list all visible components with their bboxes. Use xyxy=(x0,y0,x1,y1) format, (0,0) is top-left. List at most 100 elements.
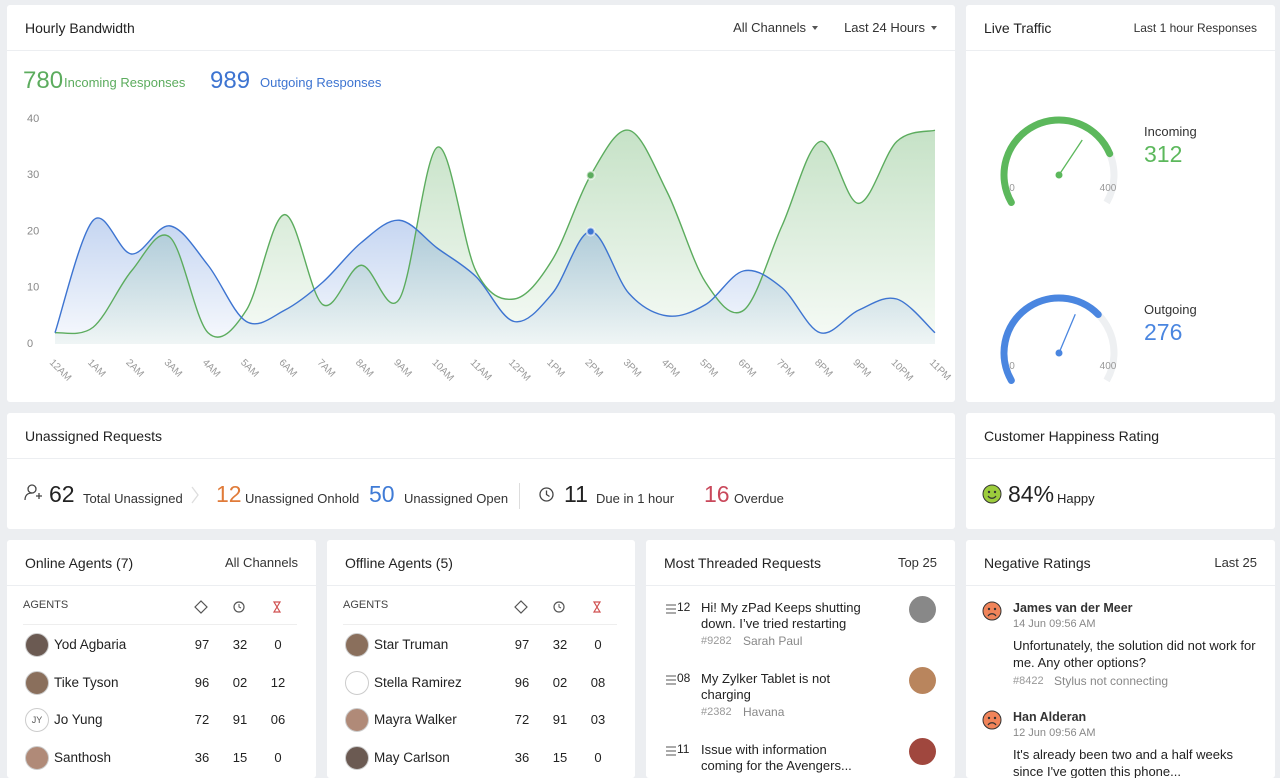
rating-text: Unfortunately, the solution did not work… xyxy=(1013,638,1256,670)
avatar xyxy=(25,670,49,695)
x-tick-label: 7AM xyxy=(315,357,337,379)
filter[interactable]: Last 1 hour Responses xyxy=(1133,20,1257,35)
panel-title: Most Threaded Requests xyxy=(664,554,821,571)
agent-stat: 72 xyxy=(194,712,210,727)
filter[interactable]: Last 25 xyxy=(1214,555,1257,570)
avatar xyxy=(345,708,369,732)
live-traffic-panel: Live Traffic Last 1 hour Responses 0 400 In… xyxy=(966,5,1275,402)
x-tick-label: 12AM xyxy=(47,357,73,383)
thread-subject: Issue with information coming for the Av… xyxy=(701,742,852,773)
panel-header: Offline Agents (5) xyxy=(327,540,635,586)
panel-title: Offline Agents (5) xyxy=(345,554,453,571)
x-tick-label: 11AM xyxy=(468,357,494,383)
agent-name: May Carlson xyxy=(374,749,450,765)
panel-header: Online Agents (7) All Channels xyxy=(7,540,316,586)
agent-name: Star Truman xyxy=(374,637,449,652)
gauge-label: Incoming xyxy=(1144,124,1197,139)
agent-stat: 0 xyxy=(274,749,282,765)
rating-date: 12 Jun 09:56 AM xyxy=(1013,727,1096,739)
rating-label: Happy xyxy=(1057,491,1095,506)
agent-stat: 72 xyxy=(514,712,530,727)
column-header: AGENTS xyxy=(23,599,69,611)
y-tick-label: 40 xyxy=(27,113,39,125)
agent-stat: 15 xyxy=(552,749,568,765)
y-tick-label: 30 xyxy=(27,169,39,181)
gauge-max: 400 xyxy=(1100,361,1117,372)
agent-stat: 06 xyxy=(270,712,286,727)
clock-icon xyxy=(539,487,554,502)
agent-stat: 91 xyxy=(552,712,568,727)
agent-name: Stella Ramirez xyxy=(374,674,462,690)
panel-header: Most Threaded Requests Top 25 xyxy=(646,540,955,586)
area xyxy=(55,130,935,344)
highlight-point xyxy=(585,170,596,181)
column-header: AGENTS xyxy=(343,599,389,611)
ticket-id: #9282 xyxy=(701,635,732,647)
panel-title: Online Agents (7) xyxy=(25,554,134,571)
filter[interactable]: Last 24 Hours xyxy=(844,20,937,35)
agent-name: Santhosh xyxy=(54,749,112,765)
agent-stat: 12 xyxy=(270,674,286,690)
agent-stat: 36 xyxy=(514,749,530,765)
gauge-number: 312 xyxy=(1144,141,1182,167)
avatar xyxy=(909,667,936,694)
panel-title: Customer Happiness Rating xyxy=(984,427,1160,444)
agent-stat: 97 xyxy=(514,637,530,652)
legend-label: Incoming Responses xyxy=(64,75,186,90)
panel-title: Live Traffic xyxy=(984,19,1052,36)
line xyxy=(54,217,936,334)
panel-title: Hourly Bandwidth xyxy=(25,19,135,36)
panel-title: Unassigned Requests xyxy=(25,427,162,444)
thread-subject: Hi! My zPad Keeps shutting down. I’ve tr… xyxy=(701,600,861,631)
avatar xyxy=(345,670,369,695)
stat-value: 16 xyxy=(704,481,730,507)
total: 989 xyxy=(210,67,251,94)
stat-label: Unassigned Open xyxy=(404,491,509,506)
stat-label: Due in 1 hour xyxy=(596,491,675,506)
gauge-min: 0 xyxy=(1009,361,1015,372)
agent-name: Tike Tyson xyxy=(54,674,119,690)
thread-count: 12 xyxy=(677,600,691,614)
x-tick-label: 10AM xyxy=(429,357,455,383)
avatar xyxy=(909,596,936,623)
agent-stat: 32 xyxy=(552,637,568,652)
agent-stat: 32 xyxy=(232,637,248,652)
stat-label: Unassigned Onhold xyxy=(245,491,360,506)
ticket-id: #2382 xyxy=(701,706,732,718)
x-tick-label: 8PM xyxy=(812,357,834,379)
gauge-hub xyxy=(1055,349,1063,357)
stat-label: Overdue xyxy=(734,491,784,506)
thread-subject: My Zylker Tablet is not charging xyxy=(701,671,831,702)
avatar xyxy=(25,745,49,770)
panel-header: Negative Ratings Last 25 xyxy=(966,540,1275,586)
rating-text: It's already been two and a half weeks s… xyxy=(1013,747,1234,778)
gauge-max: 400 xyxy=(1100,183,1117,194)
x-tick-label: 12PM xyxy=(506,357,532,383)
thread-count: 11 xyxy=(677,742,690,756)
avatar: JY xyxy=(25,708,49,732)
ticket-id: #8422 xyxy=(1013,675,1044,687)
bandwidth-panel: Hourly Bandwidth All Channels Last 24 Hou… xyxy=(7,5,955,402)
x-tick-label: 2AM xyxy=(123,357,145,379)
column-icon xyxy=(194,600,208,614)
x-tick-label: 4PM xyxy=(659,357,681,379)
thread-icon xyxy=(666,746,676,756)
avatar xyxy=(909,738,936,765)
legend-label: Outgoing Responses xyxy=(260,75,382,90)
divider xyxy=(23,624,297,625)
agent-stat: 36 xyxy=(194,749,210,765)
filter[interactable]: All Channels xyxy=(733,20,818,35)
rater-name: Han Alderan xyxy=(1013,710,1087,724)
panel-header: Hourly Bandwidth All Channels Last 24 Hou… xyxy=(7,5,955,51)
filter[interactable]: Top 25 xyxy=(897,555,937,570)
rating-date: 14 Jun 09:56 AM xyxy=(1013,618,1096,630)
agent-name: Yod Agbaria xyxy=(54,637,127,652)
gauge-needle xyxy=(1058,314,1076,354)
total: 780 xyxy=(23,67,64,94)
filter[interactable]: All Channels xyxy=(225,555,298,570)
stat-value: 11 xyxy=(564,481,588,507)
column-icon xyxy=(553,601,565,613)
x-tick-label: 5PM xyxy=(697,357,719,379)
agent-stat: 02 xyxy=(552,674,568,690)
